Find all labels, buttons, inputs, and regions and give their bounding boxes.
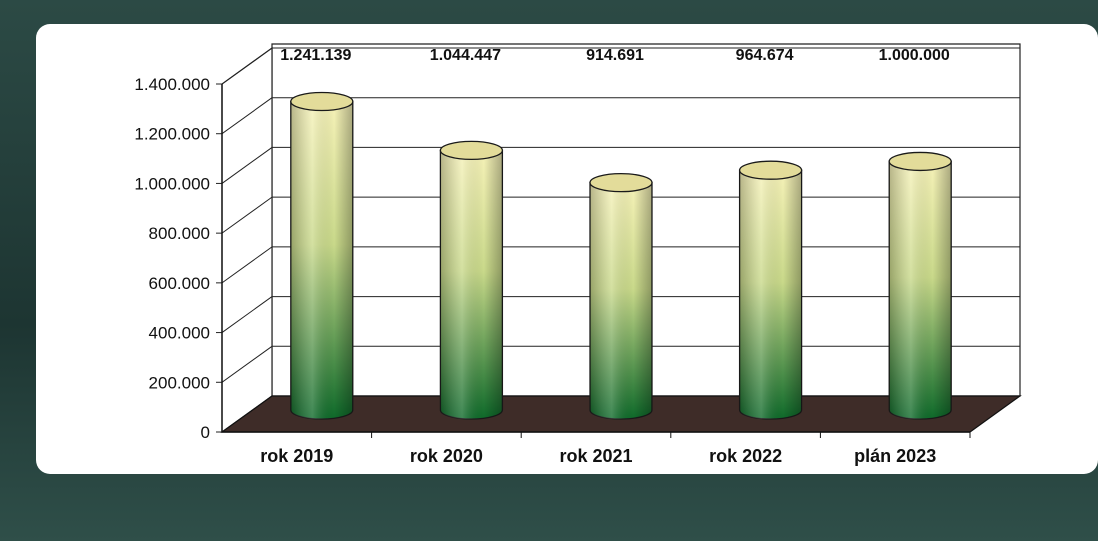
x-tick-label: rok 2021 — [559, 446, 632, 466]
y-tick-label: 400.000 — [149, 324, 210, 343]
x-tick-label: rok 2019 — [260, 446, 333, 466]
bar-top — [290, 91, 354, 112]
y-tick-label: 1.000.000 — [134, 174, 210, 193]
gridline-side — [221, 196, 273, 234]
bar-top — [738, 160, 803, 180]
plot-area: 0 200.000 400.000 600.000 800.000 1.000.000 1.… — [134, 43, 1022, 466]
side-wall — [221, 46, 273, 434]
data-label: 964.674 — [736, 47, 794, 64]
gridline-side — [221, 296, 273, 333]
x-tick-label: rok 2022 — [709, 446, 782, 466]
bar-shading — [889, 161, 952, 419]
gridline-side — [221, 246, 273, 284]
gridline-side — [221, 97, 273, 135]
bar-top — [888, 151, 952, 172]
bar-shading — [739, 170, 802, 419]
data-label: 1.000.000 — [879, 47, 950, 64]
gridline-side — [221, 47, 273, 85]
y-tick-label: 1.400.000 — [134, 75, 210, 94]
bar-top — [589, 172, 653, 193]
data-label: 914.691 — [586, 47, 644, 64]
gridline-side — [221, 345, 273, 383]
data-label: 1.044.447 — [430, 47, 501, 64]
gridline-side — [221, 147, 273, 184]
bar-shading — [440, 150, 503, 419]
y-tick-label: 200.000 — [149, 373, 210, 392]
x-tick-label: plán 2023 — [854, 446, 936, 466]
bar-shading — [290, 101, 353, 419]
x-tick-label: rok 2020 — [410, 446, 483, 466]
y-tick-label: 0 — [201, 423, 210, 442]
bar-top — [439, 140, 504, 161]
data-label: 1.241.139 — [280, 47, 351, 64]
y-tick-label: 600.000 — [149, 274, 210, 293]
y-tick-label: 1.200.000 — [134, 125, 210, 144]
y-tick-label: 800.000 — [149, 224, 210, 243]
bar-shading — [590, 182, 652, 419]
